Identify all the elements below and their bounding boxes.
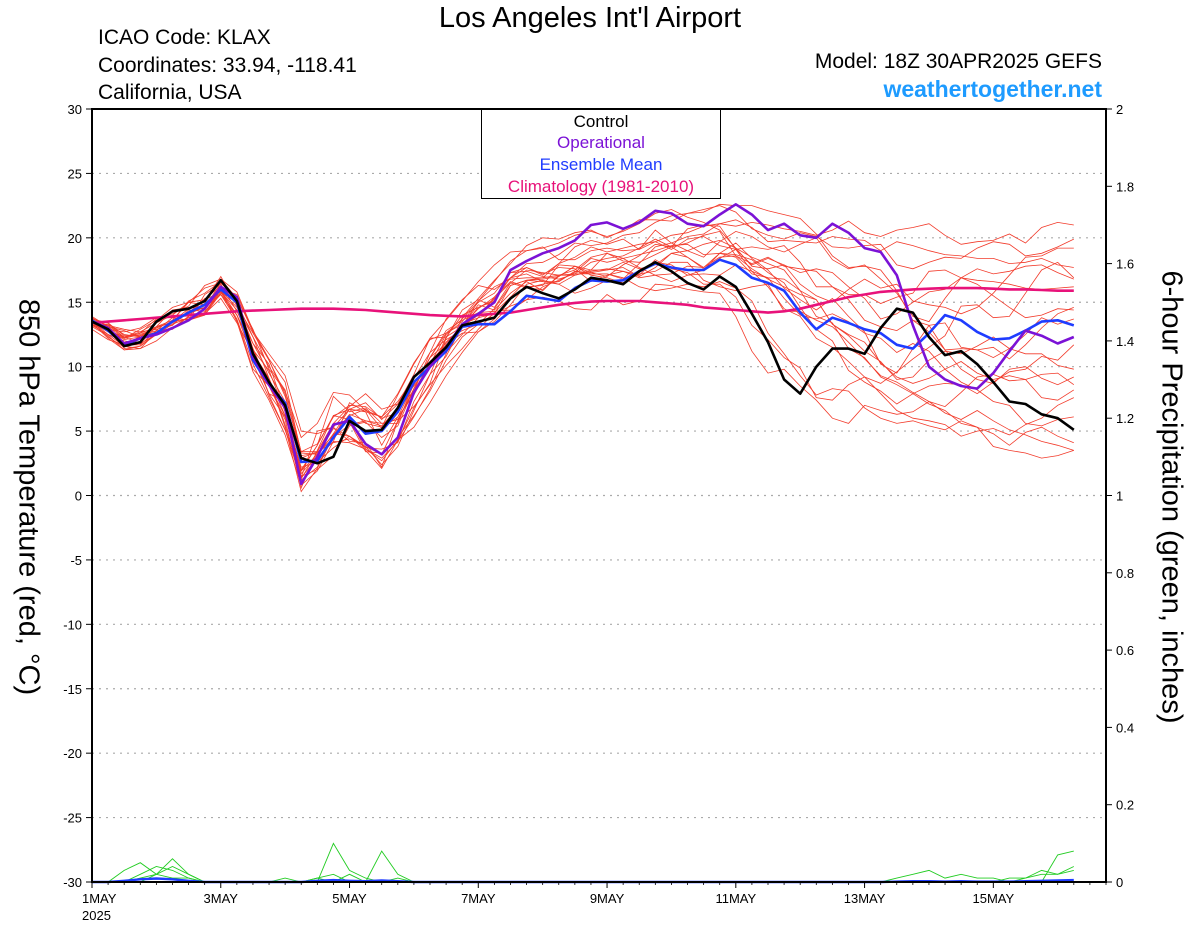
x-tick-label: 9MAY [590, 891, 625, 906]
ensemble-member-line [91, 261, 1074, 481]
y-tick-label: 5 [75, 424, 82, 439]
y-tick-label: 15 [68, 295, 82, 310]
legend-ensemble-mean: Ensemble Mean [539, 155, 663, 174]
ensemble-member-line [92, 205, 1074, 455]
y-tick-label: -5 [70, 553, 82, 568]
y2-tick-label: 1.8 [1116, 179, 1134, 194]
y-tick-label: -25 [63, 811, 82, 826]
chart-title: Los Angeles Int'l Airport [438, 2, 742, 34]
x-tick-label: 11MAY [715, 891, 756, 906]
y-tick-label: -20 [63, 746, 82, 761]
ensemble-member-line [91, 229, 1074, 479]
y2-tick-label: 0 [1116, 875, 1123, 890]
control-line [91, 260, 1075, 465]
ensemble-member-line [92, 270, 1074, 459]
y-tick-label: -15 [63, 682, 82, 697]
precip-member-line [92, 842, 1074, 883]
region: California, USA [98, 81, 242, 104]
y2-tick-label: 1.2 [1116, 411, 1134, 426]
legend-climatology: Climatology (1981-2010) [507, 177, 695, 196]
x-tick-label: 3MAY [204, 891, 239, 906]
x-tick-label: 15MAY [972, 891, 1014, 906]
ensemble-member-line [91, 236, 1074, 479]
y-tick-label: -10 [63, 617, 82, 632]
x-tick-label: 1MAY [82, 891, 117, 906]
ensemble-member-line [91, 224, 1074, 475]
y-tick-label: 0 [75, 489, 82, 504]
y2-tick-label: 2 [1116, 102, 1123, 117]
climatology-line [91, 286, 1074, 325]
coordinates: Coordinates: 33.94, -118.41 [98, 54, 357, 77]
x-tick-label: 13MAY [844, 891, 886, 906]
y2-tick-label: 0.6 [1116, 643, 1134, 658]
x-tick-label: 5MAY [332, 891, 367, 906]
site-name: weathertogether.net [883, 76, 1102, 102]
ensemble-member-line [91, 255, 1074, 471]
ensemble-member-line [91, 203, 1074, 486]
y2-tick-label: 0.4 [1116, 720, 1134, 735]
model-run: Model: 18Z 30APR2025 GEFS [814, 50, 1102, 73]
legend-operational: Operational [557, 133, 645, 152]
ensemble-member-line [91, 281, 1074, 453]
y2-tick-label: 0.8 [1116, 566, 1134, 581]
y-tick-label: -30 [63, 875, 82, 890]
x-tick-label: 7MAY [461, 891, 496, 906]
precip-member-line [92, 850, 1074, 883]
y-tick-label: 20 [68, 231, 82, 246]
y-tick-label: 25 [68, 166, 82, 181]
operational-line [91, 203, 1075, 486]
x-tick-sublabel: 2025 [82, 908, 111, 923]
y-tick-label: 10 [68, 360, 82, 375]
legend-control: Control [573, 112, 629, 131]
y2-tick-label: 1 [1116, 489, 1123, 504]
y2-tick-label: 1.6 [1116, 257, 1134, 272]
y-tick-label: 30 [68, 102, 82, 117]
ensemble-member-line [91, 243, 1075, 477]
precip-member-line [92, 866, 1074, 883]
legend: Control Operational Ensemble Mean Climat… [481, 109, 721, 199]
icao-code: ICAO Code: KLAX [98, 26, 271, 49]
y2-tick-label: 1.4 [1116, 334, 1134, 349]
ensemble-member-line [91, 220, 1074, 493]
y2-tick-label: 0.2 [1116, 798, 1134, 813]
